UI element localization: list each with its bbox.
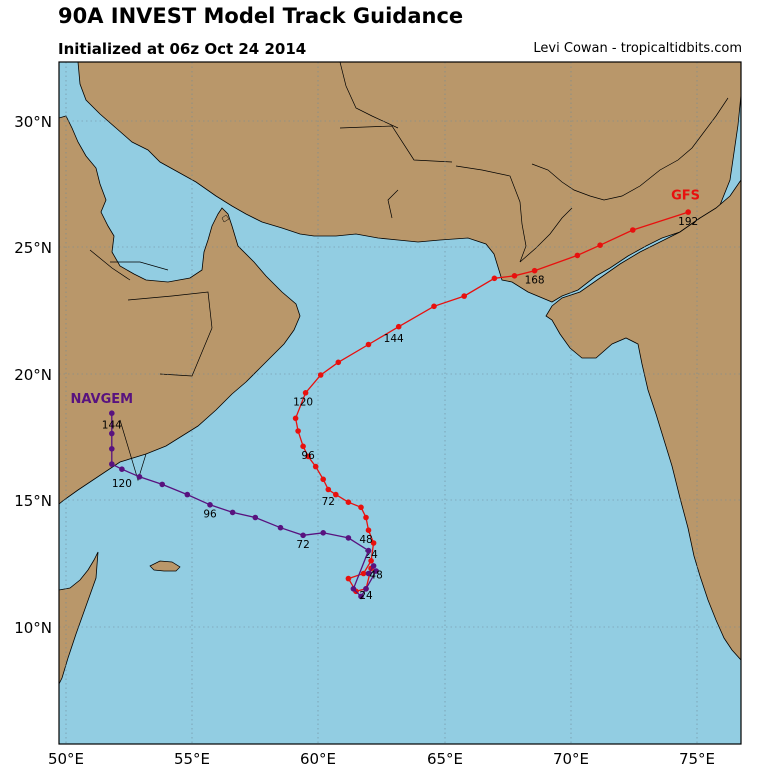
navgem-track-point	[229, 509, 236, 516]
gfs-track-point	[345, 499, 352, 506]
gfs-track-point	[360, 570, 367, 577]
gfs-track-point	[511, 273, 518, 279]
lat-label-15n: 15°N	[14, 492, 52, 510]
gfs-track-point	[312, 463, 319, 470]
gfs-track-point	[302, 390, 309, 396]
navgem-track-point	[370, 563, 377, 569]
navgem-track-point	[373, 568, 379, 574]
navgem-hour-label: 96	[203, 509, 217, 521]
model-tracks: 24 48 72 96 120 144 168 192 GFS 24 48 72 96 120 144 NAV…	[70, 188, 700, 602]
country-borders	[89, 62, 729, 482]
navgem-track-point	[184, 491, 191, 498]
gfs-track-point	[358, 504, 364, 511]
navgem-track-point	[365, 570, 372, 577]
map-title: 90A INVEST Model Track Guidance	[58, 4, 464, 28]
gfs-track-point	[325, 486, 332, 493]
gfs-track-point	[335, 359, 342, 366]
lat-label-10n: 10°N	[14, 619, 52, 637]
lat-label-25n: 25°N	[14, 239, 52, 257]
gfs-track-point	[300, 443, 306, 450]
navgem-track: 24 48 72 96 120 144 NAVGEM	[70, 392, 382, 602]
map-frame	[58, 61, 742, 745]
gfs-track-point	[317, 372, 324, 378]
lon-label-75e: 75°E	[679, 750, 715, 768]
gfs-track-point	[320, 476, 327, 483]
latitude-labels: 30°N 25°N 20°N 15°N 10°N	[14, 113, 52, 637]
land-socotra	[149, 560, 181, 572]
gfs-hour-label: 48	[359, 534, 372, 546]
navgem-track-point	[350, 586, 357, 592]
navgem-track-point	[320, 530, 327, 536]
lon-label-55e: 55°E	[174, 750, 210, 768]
gfs-track-point	[685, 209, 691, 215]
lon-label-65e: 65°E	[427, 750, 463, 768]
lon-label-50e: 50°E	[48, 750, 84, 768]
gfs-hour-label: 168	[525, 274, 545, 286]
navgem-track-point	[345, 535, 352, 541]
navgem-track-point	[300, 532, 306, 539]
navgem-hour-label: 120	[112, 478, 132, 490]
gfs-hour-label: 120	[293, 397, 313, 409]
navgem-hour-label: 72	[296, 539, 309, 551]
gfs-track-point	[295, 428, 301, 434]
navgem-hour-label: 144	[102, 419, 122, 431]
lon-label-60e: 60°E	[300, 750, 336, 768]
navgem-hour-label: 48	[369, 570, 382, 582]
gfs-track-point	[363, 514, 369, 521]
gfs-hour-label: 144	[384, 333, 404, 345]
navgem-track-point	[358, 593, 364, 600]
navgem-track-point	[109, 410, 115, 417]
navgem-track-point	[136, 474, 143, 480]
credit-text: Levi Cowan - tropicaltidbits.com	[533, 41, 742, 56]
lat-label-30n: 30°N	[14, 113, 52, 131]
gfs-hour-label: 72	[322, 496, 335, 508]
gfs-track-point	[597, 242, 603, 248]
navgem-track-point	[252, 514, 259, 521]
gfs-track-point	[305, 453, 311, 460]
lon-label-70e: 70°E	[553, 750, 589, 768]
gfs-hour-label: 192	[678, 216, 698, 228]
gfs-track-point	[395, 323, 402, 330]
gfs-track-point	[461, 293, 468, 299]
navgem-model-label: NAVGEM	[70, 392, 133, 407]
gfs-model-label: GFS	[671, 188, 700, 203]
navgem-track-point	[363, 586, 369, 592]
gfs-track-point	[370, 540, 377, 546]
gfs-track-point	[333, 491, 339, 498]
lat-label-20n: 20°N	[14, 366, 52, 384]
land-arabia	[59, 62, 301, 505]
gfs-track-point	[345, 575, 352, 582]
lat-lon-grid	[59, 62, 741, 744]
land-iran-coast-island	[221, 214, 230, 223]
navgem-track-point	[277, 524, 284, 531]
navgem-track-point	[119, 466, 125, 473]
navgem-hour-label: 24	[359, 590, 373, 602]
gfs-track-point	[365, 527, 372, 533]
map-area: 24 48 72 96 120 144 168 192 GFS 24 48 72 96 120 144 NAV…	[59, 62, 741, 744]
gfs-track-point	[365, 341, 372, 348]
init-time-subtitle: Initialized at 06z Oct 24 2014	[58, 40, 307, 58]
gfs-track-point	[531, 267, 538, 274]
gfs-hour-label: 96	[301, 450, 315, 462]
gfs-track-point	[491, 275, 498, 282]
navgem-track-line	[111, 413, 378, 598]
navgem-track-point	[109, 430, 115, 437]
land-india	[545, 179, 741, 661]
gfs-track-point	[292, 415, 299, 422]
navgem-track-point	[365, 547, 372, 554]
navgem-track-point	[109, 461, 115, 467]
navgem-track-point	[207, 502, 213, 508]
gfs-track-point	[630, 227, 636, 233]
gfs-track-point	[574, 252, 581, 259]
longitude-labels: 50°E 55°E 60°E 65°E 70°E 75°E	[48, 750, 715, 768]
navgem-track-point	[109, 446, 115, 452]
land-somalia	[59, 551, 99, 685]
gfs-track-point	[431, 303, 437, 310]
gfs-track-point	[368, 558, 374, 564]
navgem-track-point	[159, 481, 165, 488]
